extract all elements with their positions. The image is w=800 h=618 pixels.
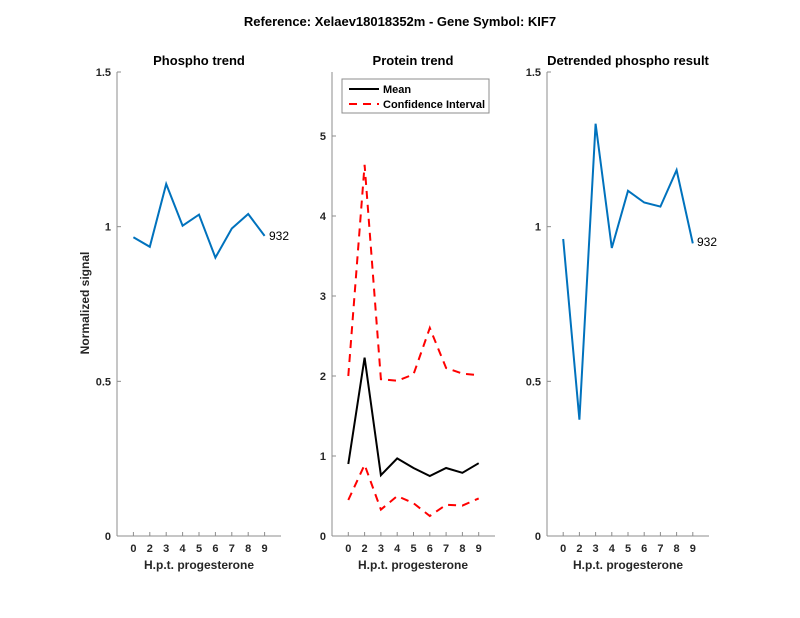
figure-suptitle: Reference: Xelaev18018352m - Gene Symbol… (244, 14, 556, 29)
x-tick-label: 7 (229, 543, 235, 555)
x-tick-label: 4 (609, 543, 616, 555)
x-tick-label: 5 (196, 543, 202, 555)
x-tick-label: 6 (641, 543, 647, 555)
y-tick-label: 1 (105, 222, 111, 234)
series-mean (347, 357, 480, 478)
x-axis-label: H.p.t. progesterone (573, 558, 683, 572)
panel-title: Protein trend (373, 53, 454, 68)
legend-box (341, 78, 490, 114)
x-tick-label: 3 (378, 543, 384, 555)
legend-label-mean: Mean (383, 84, 411, 96)
series-line (562, 123, 694, 420)
x-tick-label: 0 (130, 543, 136, 555)
x-tick-label: 0 (560, 543, 566, 555)
x-tick-label: 7 (657, 543, 663, 555)
y-tick-label: 3 (320, 291, 326, 303)
x-tick-label: 7 (443, 543, 449, 555)
y-tick-label: 0 (535, 531, 541, 543)
x-tick-label: 8 (459, 543, 465, 555)
x-tick-label: 9 (262, 543, 268, 555)
axes: 00.511.50 2 3 4 5 6 7 8 9 (96, 67, 281, 555)
series-detrended (562, 123, 694, 420)
y-axis-label: Normalized signal (78, 252, 92, 355)
x-tick-label: 5 (410, 543, 416, 555)
y-tick-label: 0.5 (526, 376, 541, 388)
y-tick-label: 1.5 (526, 67, 541, 79)
x-tick-label: 3 (593, 543, 599, 555)
legend: Mean Confidence Interval (341, 78, 490, 114)
x-axis-label: H.p.t. progesterone (358, 558, 468, 572)
x-axis-label: H.p.t. progesterone (144, 558, 254, 572)
x-tick-label: 3 (163, 543, 169, 555)
series-confidence-interval (347, 164, 479, 382)
y-tick-label: 1 (535, 222, 541, 234)
y-tick-label: 2 (320, 371, 326, 383)
series-line (347, 357, 480, 478)
series-line (347, 164, 479, 382)
x-tick-label: 4 (180, 543, 187, 555)
legend-label-ci: Confidence Interval (383, 99, 485, 111)
y-tick-label: 0.5 (96, 376, 111, 388)
series-confidence-interval-lower- (347, 462, 480, 518)
panel-detrended-phospho: Detrended phospho result H.p.t. progeste… (526, 53, 718, 572)
x-tick-label: 8 (245, 543, 251, 555)
series-phospho (132, 180, 266, 260)
panel-phospho-trend: Phospho trend Normalized signal H.p.t. p… (78, 53, 289, 572)
x-tick-label: 5 (625, 543, 631, 555)
y-tick-label: 1 (320, 451, 326, 463)
x-tick-label: 4 (394, 543, 401, 555)
x-tick-label: 2 (362, 543, 368, 555)
y-tick-label: 5 (320, 131, 326, 143)
y-tick-label: 0 (105, 531, 111, 543)
y-tick-label: 1.5 (96, 67, 111, 79)
series-line (132, 180, 266, 260)
panel-protein-trend: Protein trend H.p.t. progesterone 012345… (320, 53, 495, 572)
x-tick-label: 0 (345, 543, 351, 555)
axes: 00.511.50 2 3 4 5 6 7 8 9 (526, 67, 709, 555)
x-tick-label: 6 (427, 543, 433, 555)
x-tick-label: 9 (476, 543, 482, 555)
series-end-label: 932 (269, 229, 289, 243)
series-end-label: 932 (697, 235, 717, 249)
x-tick-label: 2 (576, 543, 582, 555)
panel-title: Phospho trend (153, 53, 245, 68)
x-tick-label: 6 (212, 543, 218, 555)
x-tick-label: 2 (147, 543, 153, 555)
y-tick-label: 0 (320, 531, 326, 543)
panel-title: Detrended phospho result (547, 53, 709, 68)
x-tick-label: 9 (690, 543, 696, 555)
y-tick-label: 4 (320, 211, 327, 223)
x-tick-label: 8 (674, 543, 680, 555)
